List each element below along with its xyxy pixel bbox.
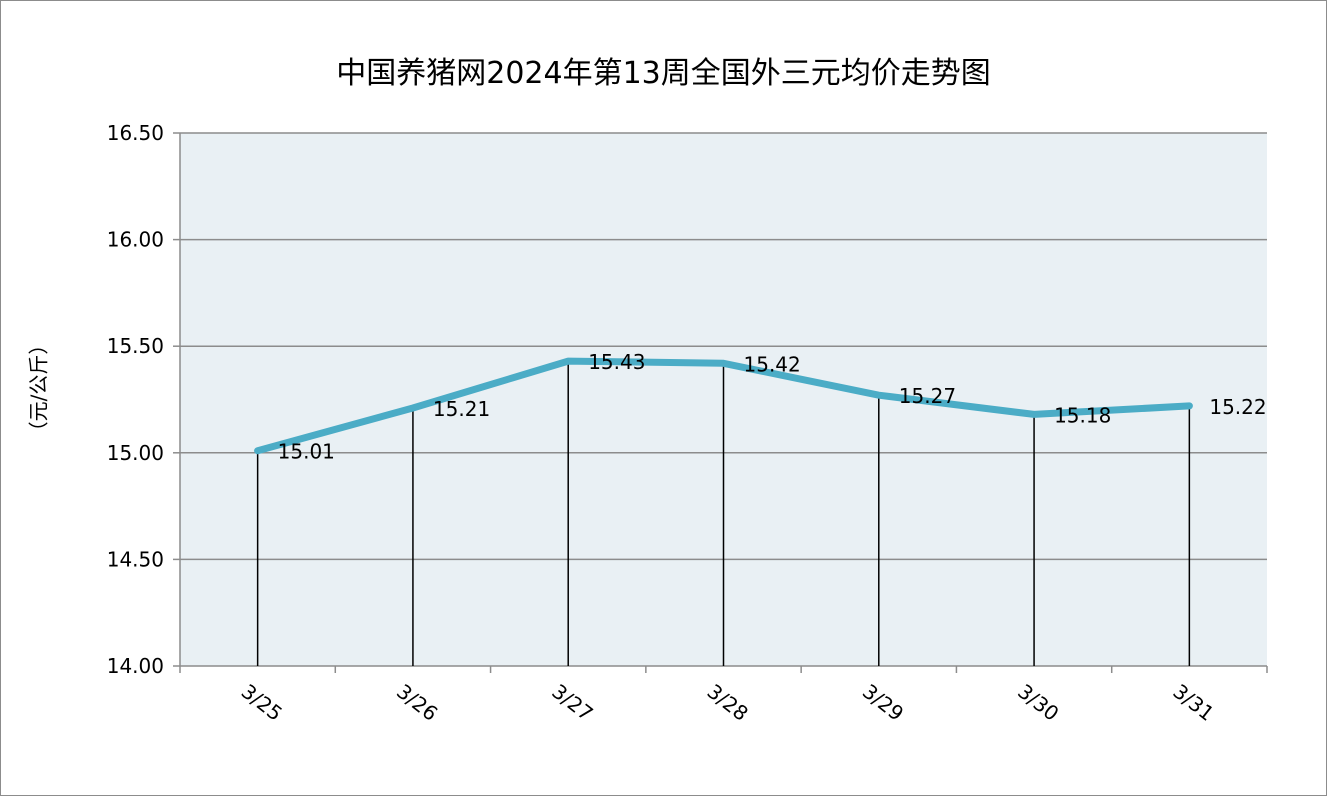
data-label: 15.01 [278, 440, 335, 464]
y-tick-label: 14.50 [107, 547, 164, 571]
data-label: 15.43 [588, 350, 645, 374]
data-label: 15.27 [899, 384, 956, 408]
y-tick-label: 16.50 [107, 121, 164, 145]
data-labels: 15.01 15.21 15.43 15.42 15.27 15.18 15.22 [278, 350, 1267, 464]
chart-title: 中国养猪网2024年第13周全国外三元均价走势图 [336, 56, 991, 91]
data-label: 15.18 [1054, 403, 1111, 427]
x-tick-label: 3/28 [703, 679, 753, 726]
data-label: 15.22 [1209, 395, 1266, 419]
data-label: 15.42 [744, 352, 801, 376]
data-label: 15.21 [433, 397, 490, 421]
y-tick-label: 16.00 [107, 228, 164, 252]
y-tick-label: 15.50 [107, 334, 164, 358]
y-tick-labels: 14.00 14.50 15.00 15.50 16.00 16.50 [107, 121, 164, 678]
x-tick-label: 3/27 [547, 679, 597, 726]
x-tick-label: 3/30 [1013, 679, 1063, 726]
y-tick-label: 14.00 [107, 654, 164, 678]
x-tick-labels: 3/25 3/26 3/27 3/28 3/29 3/30 3/31 [237, 679, 1219, 726]
x-tick-label: 3/31 [1169, 679, 1219, 726]
x-tick-label: 3/29 [858, 679, 908, 726]
drop-lines [256, 361, 1191, 666]
x-tick-label: 3/26 [392, 679, 442, 726]
series-line [254, 357, 1193, 455]
y-tick-label: 15.00 [107, 441, 164, 465]
x-tick-label: 3/25 [237, 679, 287, 726]
